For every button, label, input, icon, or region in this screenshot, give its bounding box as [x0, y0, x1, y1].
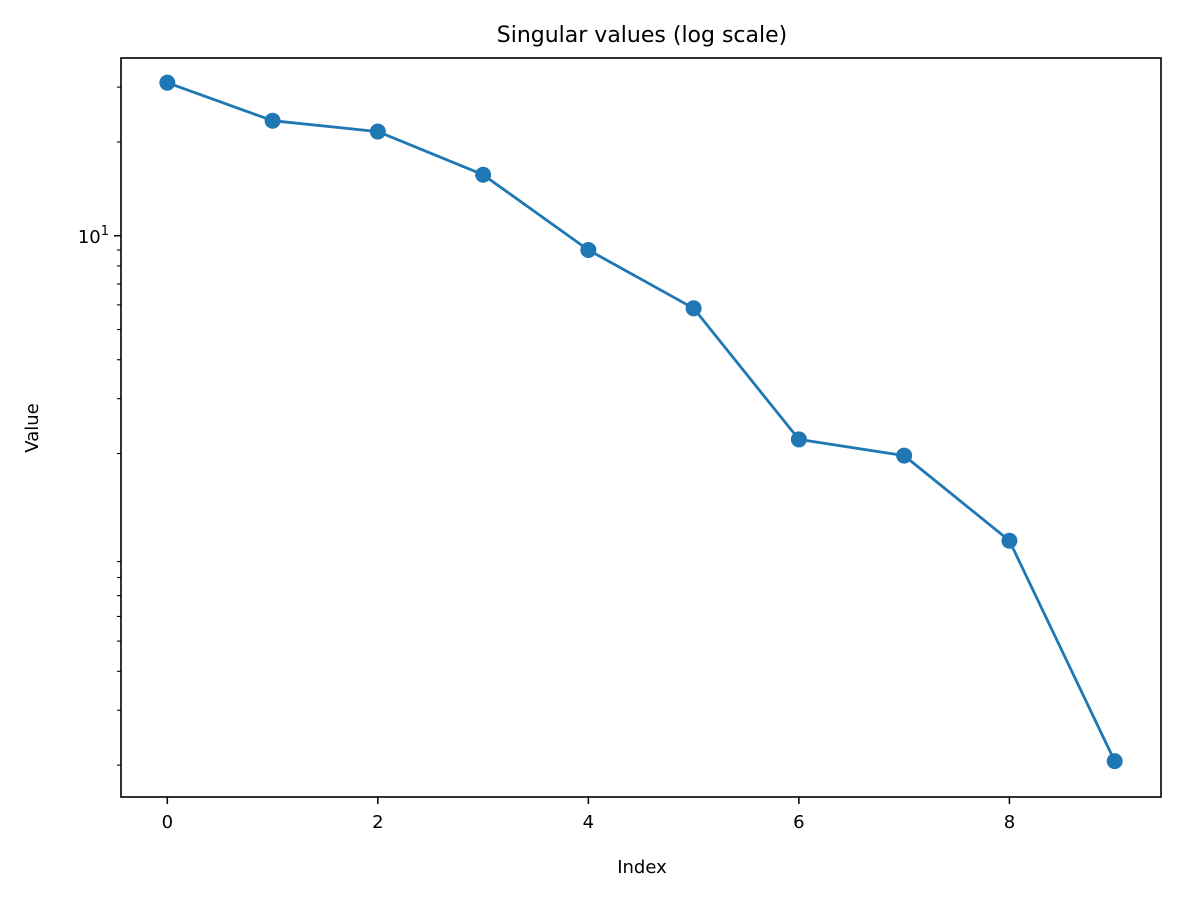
- data-point: [580, 242, 597, 259]
- data-point: [790, 431, 807, 448]
- data-point: [1001, 532, 1018, 549]
- y-tick-label: 101: [78, 224, 109, 248]
- x-tick-label: 6: [793, 812, 804, 833]
- chart-title: Singular values (log scale): [497, 23, 788, 48]
- data-point: [896, 447, 913, 464]
- y-axis-label: Value: [22, 403, 43, 452]
- plot-area: 0 2 4 6 8 101: [78, 57, 1162, 833]
- y-tick-label-base: 10: [78, 227, 101, 248]
- x-tick-label: 4: [583, 812, 594, 833]
- data-point: [475, 166, 492, 183]
- y-tick-label-exponent: 1: [101, 224, 109, 239]
- series-line: [166, 81, 1116, 762]
- x-tick-label: 2: [372, 812, 383, 833]
- data-point: [685, 300, 702, 317]
- x-tick-label: 8: [1004, 812, 1015, 833]
- data-point: [264, 112, 281, 129]
- data-point: [369, 123, 386, 140]
- x-tick-label: 0: [162, 812, 173, 833]
- data-point: [1106, 753, 1123, 770]
- data-point: [159, 74, 176, 91]
- axes-frame: [120, 57, 1162, 798]
- x-axis-label: Index: [617, 857, 667, 878]
